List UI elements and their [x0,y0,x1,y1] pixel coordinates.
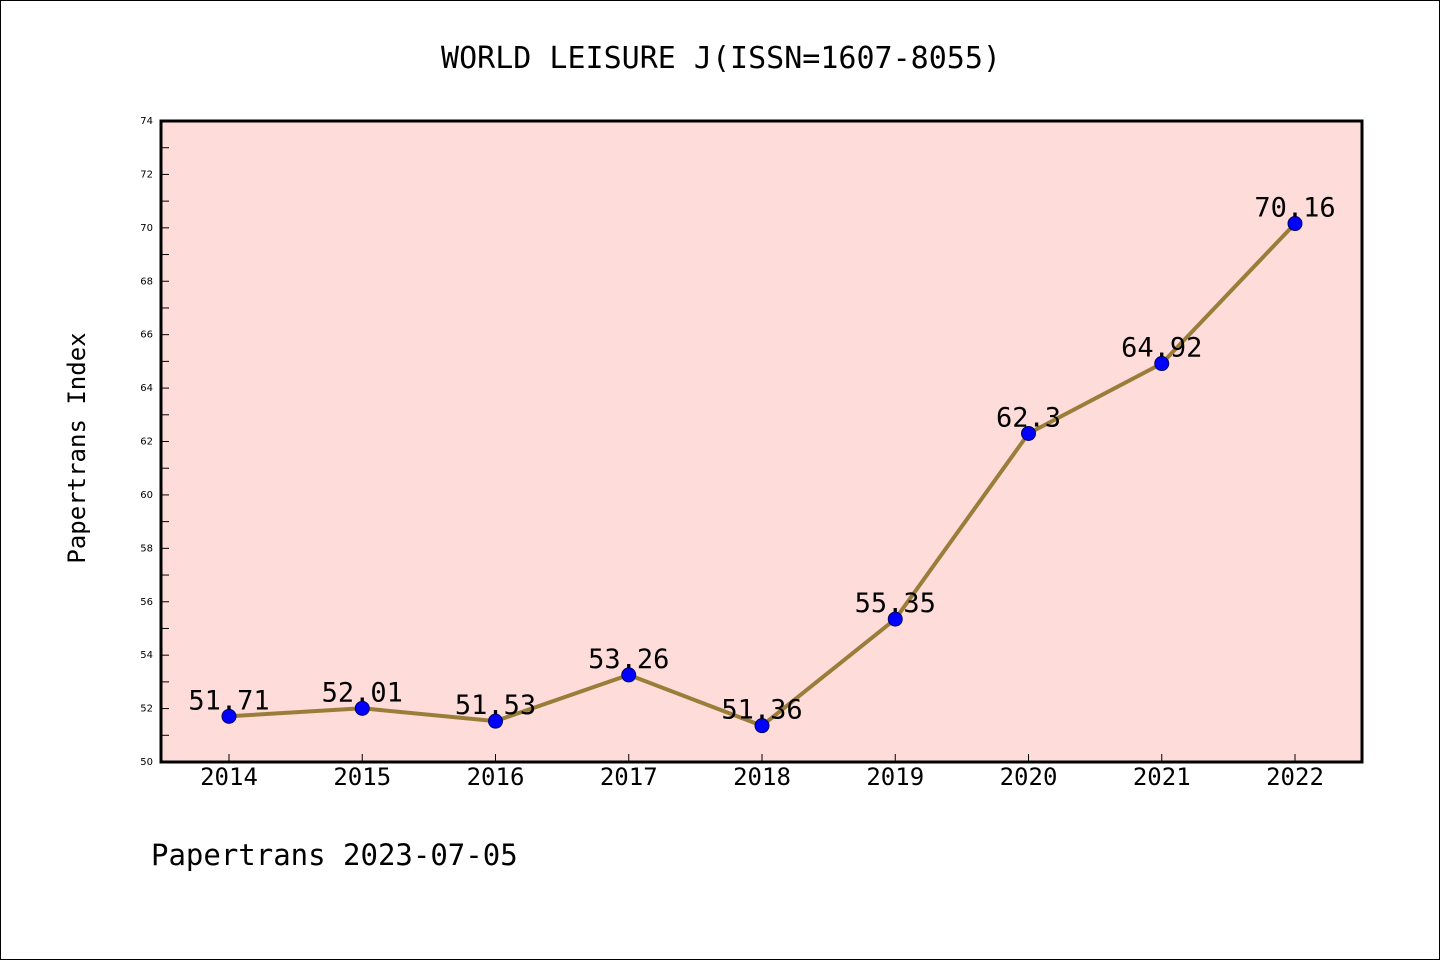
x-tick-label: 2021 [1133,763,1191,791]
data-point [488,713,503,729]
y-tick-label: 68 [140,276,153,287]
data-label: 64.92 [1121,333,1202,364]
y-tick-label: 52 [140,704,153,715]
data-point [221,708,237,724]
x-tick-label: 2014 [200,763,258,791]
chart-title: WORLD LEISURE J(ISSN=1607-8055) [441,41,1001,76]
data-label: 51.36 [721,695,802,726]
y-tick-label: 50 [140,757,153,768]
data-point [887,611,903,627]
footer-date: Papertrans 2023-07-05 [151,838,518,872]
data-point [1287,216,1303,232]
y-tick-label: 62 [140,437,153,448]
x-tick-label: 2015 [333,763,391,791]
series-markers [221,216,1303,734]
x-tick-label: 2020 [1000,763,1058,791]
y-tick-label: 54 [140,650,153,661]
y-axis: 50 52 54 56 58 60 62 64 66 68 70 72 74 [140,116,169,768]
data-label: 55.35 [855,588,936,619]
x-tick-label: 2018 [733,763,791,791]
data-label: 70.16 [1254,193,1335,224]
data-label: 62.3 [996,402,1061,433]
data-point [1021,425,1036,441]
x-axis: 2014 2015 2016 2017 2018 2019 2020 2021 2022 [200,754,1324,791]
x-tick-label: 2022 [1266,763,1324,791]
y-tick-label: 64 [140,383,153,394]
x-tick-label: 2017 [600,763,658,791]
y-tick-label: 74 [140,116,153,127]
y-axis-label: Papertrans Index [63,332,91,563]
x-tick-label: 2019 [866,763,924,791]
plot-area [161,121,1362,762]
y-tick-label: 58 [140,543,153,554]
y-tick-label: 70 [140,223,153,234]
data-point [621,667,637,683]
data-label: 51.71 [188,685,269,716]
y-tick-label: 66 [140,330,153,341]
x-tick-label: 2016 [467,763,525,791]
data-point [354,700,370,716]
plot-frame [159,119,1364,764]
y-tick-label: 56 [140,597,153,608]
data-labels: 51.71 52.01 51.53 53.26 51.36 55.35 62.3 64.92 7… [188,193,1335,726]
y-tick-label: 60 [140,490,153,501]
data-point [754,718,770,734]
data-label: 51.53 [455,690,536,721]
data-point [1154,356,1170,372]
y-tick-label: 72 [140,169,153,180]
data-label: 53.26 [588,644,669,675]
data-label: 52.01 [322,677,403,708]
